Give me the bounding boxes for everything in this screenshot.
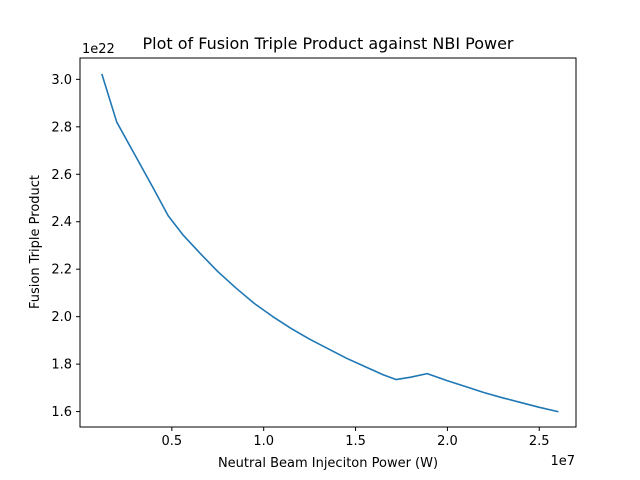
x-tick-label: 0.5 <box>162 434 183 449</box>
axes-frame <box>79 57 577 428</box>
x-offset-label: 1e7 <box>550 454 575 469</box>
y-tick-label: 1.6 <box>51 405 72 420</box>
y-tick-label: 1.8 <box>51 358 72 373</box>
x-axis-label: Neutral Beam Injeciton Power (W) <box>218 456 438 471</box>
y-tick-label: 3.0 <box>51 73 72 88</box>
x-tick-label: 1.0 <box>253 434 274 449</box>
x-tick-label: 1.5 <box>345 434 366 449</box>
series-line-0 <box>101 73 559 413</box>
x-tick-label: 2.5 <box>529 434 550 449</box>
x-tick-label: 2.0 <box>437 434 458 449</box>
y-tick-label: 2.0 <box>51 310 72 325</box>
y-tick-label: 2.4 <box>51 215 72 230</box>
y-tick-label: 2.6 <box>51 168 72 183</box>
y-tick-label: 2.8 <box>51 120 72 135</box>
chart-title: Plot of Fusion Triple Product against NB… <box>143 34 514 53</box>
y-tick-label: 2.2 <box>51 263 72 278</box>
y-offset-label: 1e22 <box>82 42 115 57</box>
y-axis-label: Fusion Triple Product <box>28 175 43 309</box>
plot-area: 0.5 1.0 1.5 2.0 2.5 1.6 1.8 2.0 2.2 2.4 2.6 2.8 3.0 <box>51 57 577 449</box>
